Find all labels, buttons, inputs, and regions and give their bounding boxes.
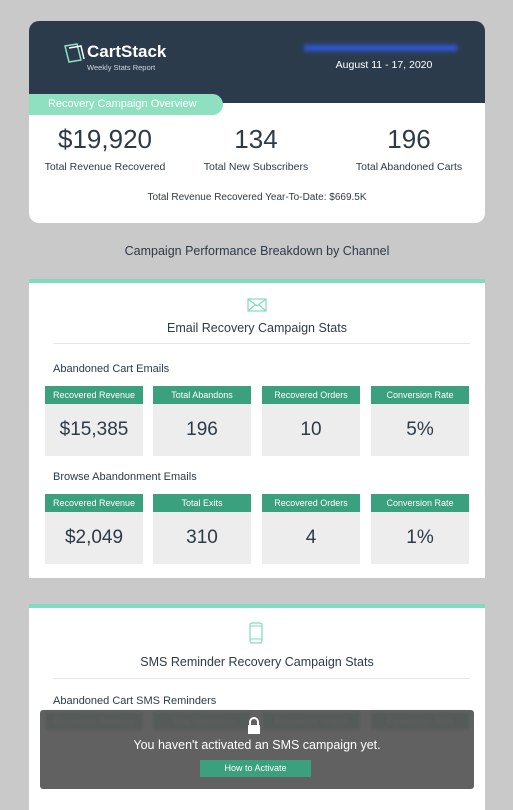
subtitle: Weekly Stats Report: [87, 63, 156, 72]
activate-button[interactable]: How to Activate: [200, 760, 311, 777]
stat-card: Conversion Rate 1%: [371, 494, 469, 564]
card-value: $15,385: [45, 404, 143, 456]
brand: CartStack: [87, 42, 167, 61]
stat-label: Total New Subscribers: [203, 161, 309, 173]
stat-card: Recovered Revenue $2,049: [45, 494, 143, 564]
section-title: Email Recovery Campaign Stats: [167, 321, 347, 335]
ytd: Total Revenue Recovered Year-To-Date: $6…: [147, 192, 367, 203]
card-value: 1%: [371, 512, 469, 564]
card-value: 5%: [371, 404, 469, 456]
report-header: CartStack Weekly Stats Report August 11 …: [29, 21, 485, 105]
stat-card: Recovered Orders 10: [262, 386, 360, 456]
envelope-icon: [247, 298, 267, 312]
stat-label: Total Abandoned Carts: [355, 161, 463, 173]
stat-card: Conversion Rate 5%: [371, 386, 469, 456]
card-label: Conversion Rate: [371, 494, 469, 512]
logo-icon: [64, 43, 85, 63]
group-title: Browse Abandonment Emails: [53, 471, 197, 483]
divider: [53, 343, 470, 344]
card-label: Total Abandons: [153, 386, 251, 404]
card-value: 196: [153, 404, 251, 456]
group-title: Abandoned Cart Emails: [53, 363, 170, 375]
card-value: 4: [262, 512, 360, 564]
section-title: SMS Reminder Recovery Campaign Stats: [140, 655, 374, 669]
card-label: Recovered Orders: [262, 386, 360, 404]
stat-card: Total Exits 310: [153, 494, 251, 564]
card-label: Recovered Orders: [262, 494, 360, 512]
phone-icon: [249, 622, 263, 644]
sms-inactive-overlay: You haven't activated an SMS campaign ye…: [40, 710, 474, 789]
email-section: Email Recovery Campaign Stats Abandoned …: [29, 279, 485, 578]
sms-message: You haven't activated an SMS campaign ye…: [133, 738, 381, 752]
stat-value: 196: [387, 124, 431, 154]
stat-value: 134: [234, 124, 278, 154]
stat-label: Total Revenue Recovered: [44, 161, 166, 173]
stat-card: Recovered Orders 4: [262, 494, 360, 564]
card-value: 310: [153, 512, 251, 564]
card-label: Recovered Revenue: [45, 386, 143, 404]
stat-value: $19,920: [58, 124, 152, 154]
date-range: August 11 - 17, 2020: [335, 59, 433, 71]
lock-icon: [248, 717, 260, 734]
card-label: Recovered Revenue: [45, 494, 143, 512]
stat-card: Total Abandons 196: [153, 386, 251, 456]
group-title: Abandoned Cart SMS Reminders: [53, 695, 217, 707]
breakdown-title: Campaign Performance Breakdown by Channe…: [124, 244, 390, 258]
divider: [53, 678, 470, 679]
card-label: Total Exits: [153, 494, 251, 512]
stat-card: Recovered Revenue $15,385: [45, 386, 143, 456]
card-value: 10: [262, 404, 360, 456]
card-label: Conversion Rate: [371, 386, 469, 404]
card-value: $2,049: [45, 512, 143, 564]
overview-panel: [29, 103, 485, 223]
redacted: [304, 45, 457, 51]
overview-tag: Recovery Campaign Overview: [29, 94, 223, 115]
